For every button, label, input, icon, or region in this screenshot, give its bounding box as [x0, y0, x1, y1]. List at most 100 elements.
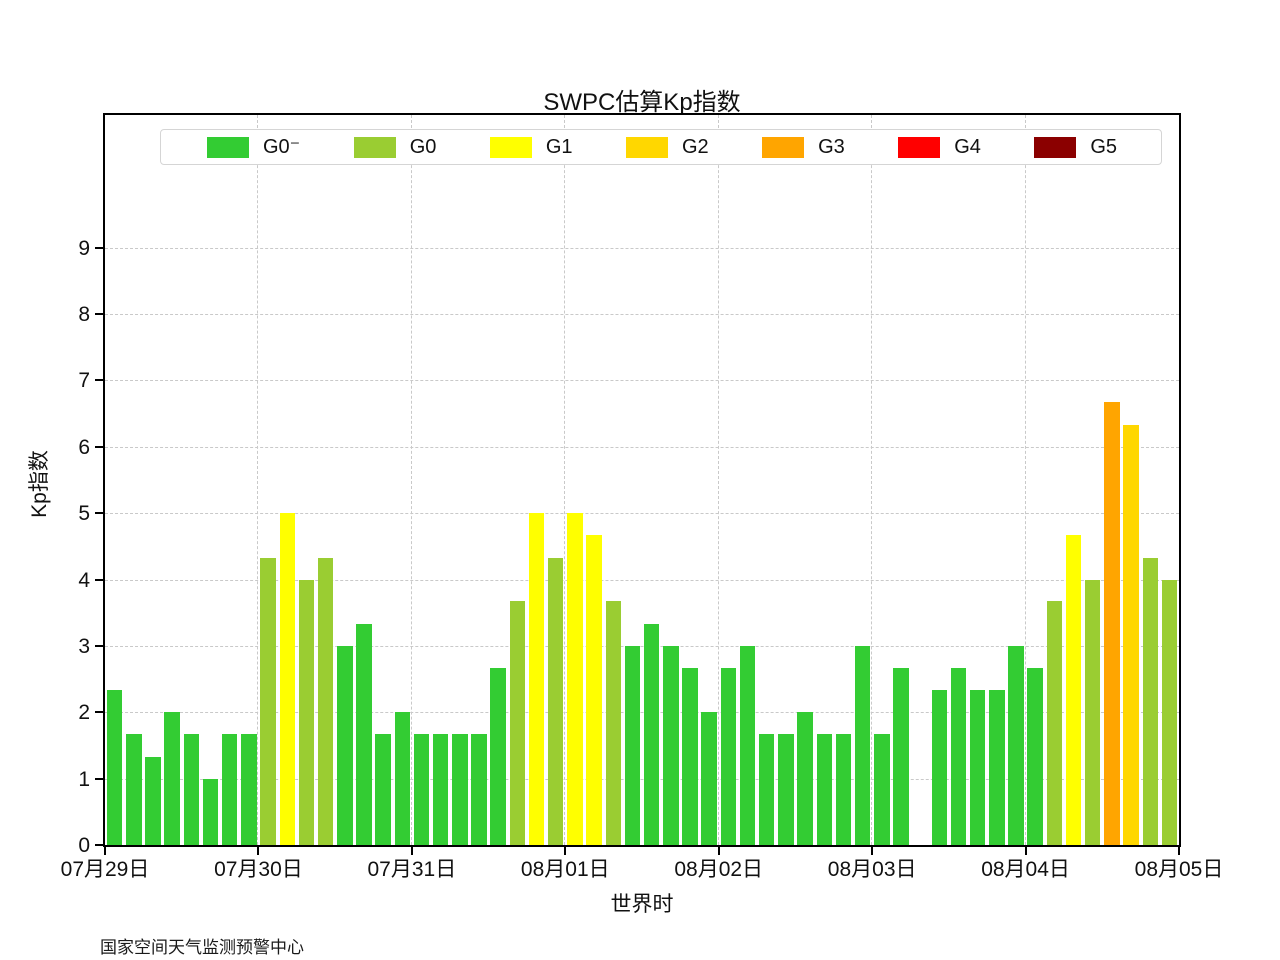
kp-bar-07月30日-slot2	[279, 513, 295, 845]
horizontal-gridline	[105, 579, 1179, 581]
kp-bar-07月29日-slot2	[126, 734, 142, 845]
y-axis-label: Kp指数	[28, 450, 51, 518]
y-tick-mark	[95, 777, 103, 780]
x-tick-label: 08月03日	[827, 858, 917, 881]
x-tick-label: 08月01日	[520, 858, 610, 881]
vertical-gridline	[717, 115, 719, 845]
legend-entry-G2: G2	[625, 136, 709, 158]
kp-bar-08月04日-slot4	[1085, 579, 1101, 845]
y-tick-mark	[95, 644, 103, 647]
kp-bar-08月03日-slot7	[989, 690, 1005, 845]
legend-box: G0⁻ G0 G1 G2 G3 G4 G5	[160, 129, 1162, 165]
kp-bar-08月02日-slot5	[797, 712, 813, 845]
y-tick-label: 2	[78, 701, 90, 725]
y-tick-label: 0	[78, 834, 90, 857]
kp-bar-07月30日-slot4	[317, 557, 334, 845]
y-tick-label: 8	[78, 303, 90, 327]
kp-bar-07月30日-slot6	[356, 624, 372, 845]
y-tick-label: 9	[78, 236, 90, 260]
kp-bar-08月04日-slot2	[1046, 601, 1063, 845]
y-tick-mark	[95, 512, 103, 515]
kp-bar-08月04日-slot7	[1142, 557, 1158, 845]
x-tick-mark	[1178, 847, 1180, 855]
kp-bar-07月31日-slot2	[432, 734, 449, 845]
y-tick-mark	[95, 844, 103, 846]
kp-bar-08月02日-slot4	[778, 734, 794, 845]
y-tick-label: 6	[78, 435, 90, 459]
legend-label: G4	[954, 136, 981, 158]
legend-color-patch	[1034, 136, 1077, 158]
horizontal-gridline	[105, 778, 1179, 780]
footer-agency-text: 国家空间天气监测预警中心	[100, 938, 304, 957]
vertical-gridline	[871, 115, 873, 845]
kp-bar-08月04日-slot1	[1027, 667, 1043, 845]
y-tick-mark	[95, 379, 103, 382]
legend-label: G0⁻	[263, 136, 301, 158]
legend-entry-G0⁻: G0⁻	[207, 136, 301, 158]
kp-bar-07月29日-slot6	[202, 778, 219, 845]
vertical-gridline	[1024, 115, 1026, 845]
kp-bar-07月30日-slot7	[375, 734, 391, 845]
x-tick-label: 07月30日	[214, 858, 303, 881]
kp-bar-08月01日-slot2	[586, 535, 602, 845]
kp-bar-07月30日-slot8	[394, 712, 411, 845]
plot-area: G0⁻ G0 G1 G2 G3 G4 G5	[103, 113, 1181, 847]
vertical-gridline	[564, 115, 566, 845]
y-tick-mark	[95, 578, 103, 581]
chart-title: SWPC估算Kp指数	[543, 89, 741, 116]
legend-color-patch	[489, 136, 532, 158]
x-tick-mark	[871, 847, 874, 855]
legend-entry-G4: G4	[898, 136, 981, 158]
kp-bar-07月29日-slot3	[145, 756, 161, 845]
y-tick-label: 3	[78, 634, 90, 658]
y-tick-mark	[95, 711, 103, 714]
x-tick-mark	[564, 847, 567, 855]
kp-bar-07月31日-slot4	[471, 734, 487, 845]
kp-bar-07月31日-slot6	[509, 601, 526, 845]
kp-bar-08月01日-slot5	[643, 624, 660, 845]
y-tick-label: 4	[78, 568, 90, 592]
legend-color-patch	[207, 136, 249, 158]
x-tick-label: 07月29日	[60, 858, 150, 881]
kp-bar-08月02日-slot6	[816, 734, 832, 845]
x-tick-label: 08月04日	[981, 858, 1070, 881]
legend-entry-G5: G5	[1034, 136, 1117, 158]
x-tick-label: 08月02日	[674, 858, 764, 881]
y-tick-label: 1	[78, 767, 90, 791]
horizontal-gridline	[105, 712, 1179, 714]
legend-label: G0	[409, 136, 437, 158]
legend-color-patch	[625, 136, 668, 158]
x-tick-mark	[104, 847, 106, 855]
kp-bar-07月31日-slot7	[528, 513, 545, 845]
kp-bar-08月01日-slot7	[682, 667, 698, 845]
kp-bar-08月01日-slot4	[624, 645, 641, 845]
kp-bar-07月29日-slot7	[221, 734, 238, 845]
x-tick-label: 07月31日	[367, 858, 457, 881]
horizontal-gridline	[105, 446, 1179, 448]
kp-bar-07月31日-slot5	[490, 667, 506, 845]
kp-bar-08月01日-slot1	[567, 513, 583, 845]
kp-bar-08月03日-slot1	[874, 734, 890, 845]
kp-bar-07月31日-slot3	[452, 734, 468, 845]
legend-entry-G1: G1	[489, 136, 573, 158]
kp-bar-08月03日-slot4	[931, 690, 948, 845]
y-tick-label: 5	[78, 502, 90, 526]
x-tick-mark	[257, 847, 260, 855]
kp-bar-08月03日-slot8	[1008, 645, 1024, 845]
x-axis-label: 世界时	[610, 893, 674, 916]
kp-bar-08月02日-slot7	[835, 734, 852, 845]
kp-bar-08月02日-slot8	[854, 645, 871, 845]
kp-bar-07月29日-slot8	[241, 734, 257, 845]
kp-bar-08月04日-slot3	[1065, 535, 1082, 845]
kp-bar-08月04日-slot8	[1161, 579, 1178, 845]
legend-label: G5	[1090, 136, 1117, 158]
legend-entry-G0: G0	[353, 136, 437, 158]
x-tick-mark	[1024, 847, 1027, 855]
kp-bar-08月01日-slot3	[605, 601, 621, 845]
x-tick-mark	[717, 847, 720, 855]
x-tick-label: 08月05日	[1134, 858, 1224, 881]
kp-bar-08月03日-slot2	[893, 667, 909, 845]
legend-label: G2	[681, 136, 709, 158]
legend-label: G3	[818, 136, 845, 158]
